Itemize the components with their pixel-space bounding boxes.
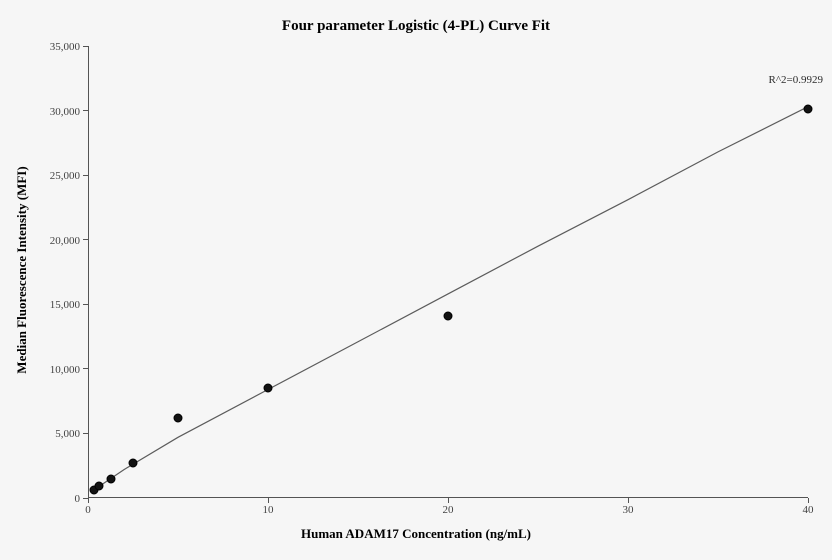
- data-point: [804, 105, 813, 114]
- x-tick-mark: [448, 498, 449, 503]
- y-tick-mark: [83, 110, 88, 111]
- y-tick-mark: [83, 304, 88, 305]
- data-point: [444, 311, 453, 320]
- y-axis-line: [88, 46, 89, 498]
- y-tick-label: 5,000: [20, 428, 80, 440]
- data-point: [129, 459, 138, 468]
- y-tick-label: 10,000: [20, 364, 80, 376]
- plot-area: 05,00010,00015,00020,00025,00030,00035,0…: [88, 46, 808, 498]
- x-axis-label: Human ADAM17 Concentration (ng/mL): [0, 526, 832, 542]
- data-point: [264, 384, 273, 393]
- x-tick-mark: [628, 498, 629, 503]
- data-point: [95, 481, 104, 490]
- x-tick-label: 40: [788, 504, 828, 516]
- x-tick-label: 0: [68, 504, 108, 516]
- y-tick-label: 35,000: [20, 41, 80, 53]
- fit-line: [88, 46, 808, 498]
- y-tick-mark: [83, 239, 88, 240]
- y-tick-label: 20,000: [20, 235, 80, 247]
- x-tick-label: 10: [248, 504, 288, 516]
- x-tick-label: 20: [428, 504, 468, 516]
- y-tick-label: 25,000: [20, 170, 80, 182]
- y-tick-mark: [83, 175, 88, 176]
- y-tick-mark: [83, 46, 88, 47]
- y-tick-label: 15,000: [20, 299, 80, 311]
- x-tick-label: 30: [608, 504, 648, 516]
- data-point: [106, 474, 115, 483]
- chart-title: Four parameter Logistic (4-PL) Curve Fit: [0, 18, 832, 35]
- y-axis-label: Median Fluorescence Intensity (MFI): [14, 150, 30, 390]
- r-squared-annotation: R^2=0.9929: [733, 74, 823, 86]
- y-tick-mark: [83, 433, 88, 434]
- x-tick-mark: [88, 498, 89, 503]
- y-tick-mark: [83, 368, 88, 369]
- x-tick-mark: [808, 498, 809, 503]
- x-tick-mark: [268, 498, 269, 503]
- chart-container: Four parameter Logistic (4-PL) Curve Fit…: [0, 0, 832, 560]
- data-point: [174, 413, 183, 422]
- y-tick-label: 30,000: [20, 106, 80, 118]
